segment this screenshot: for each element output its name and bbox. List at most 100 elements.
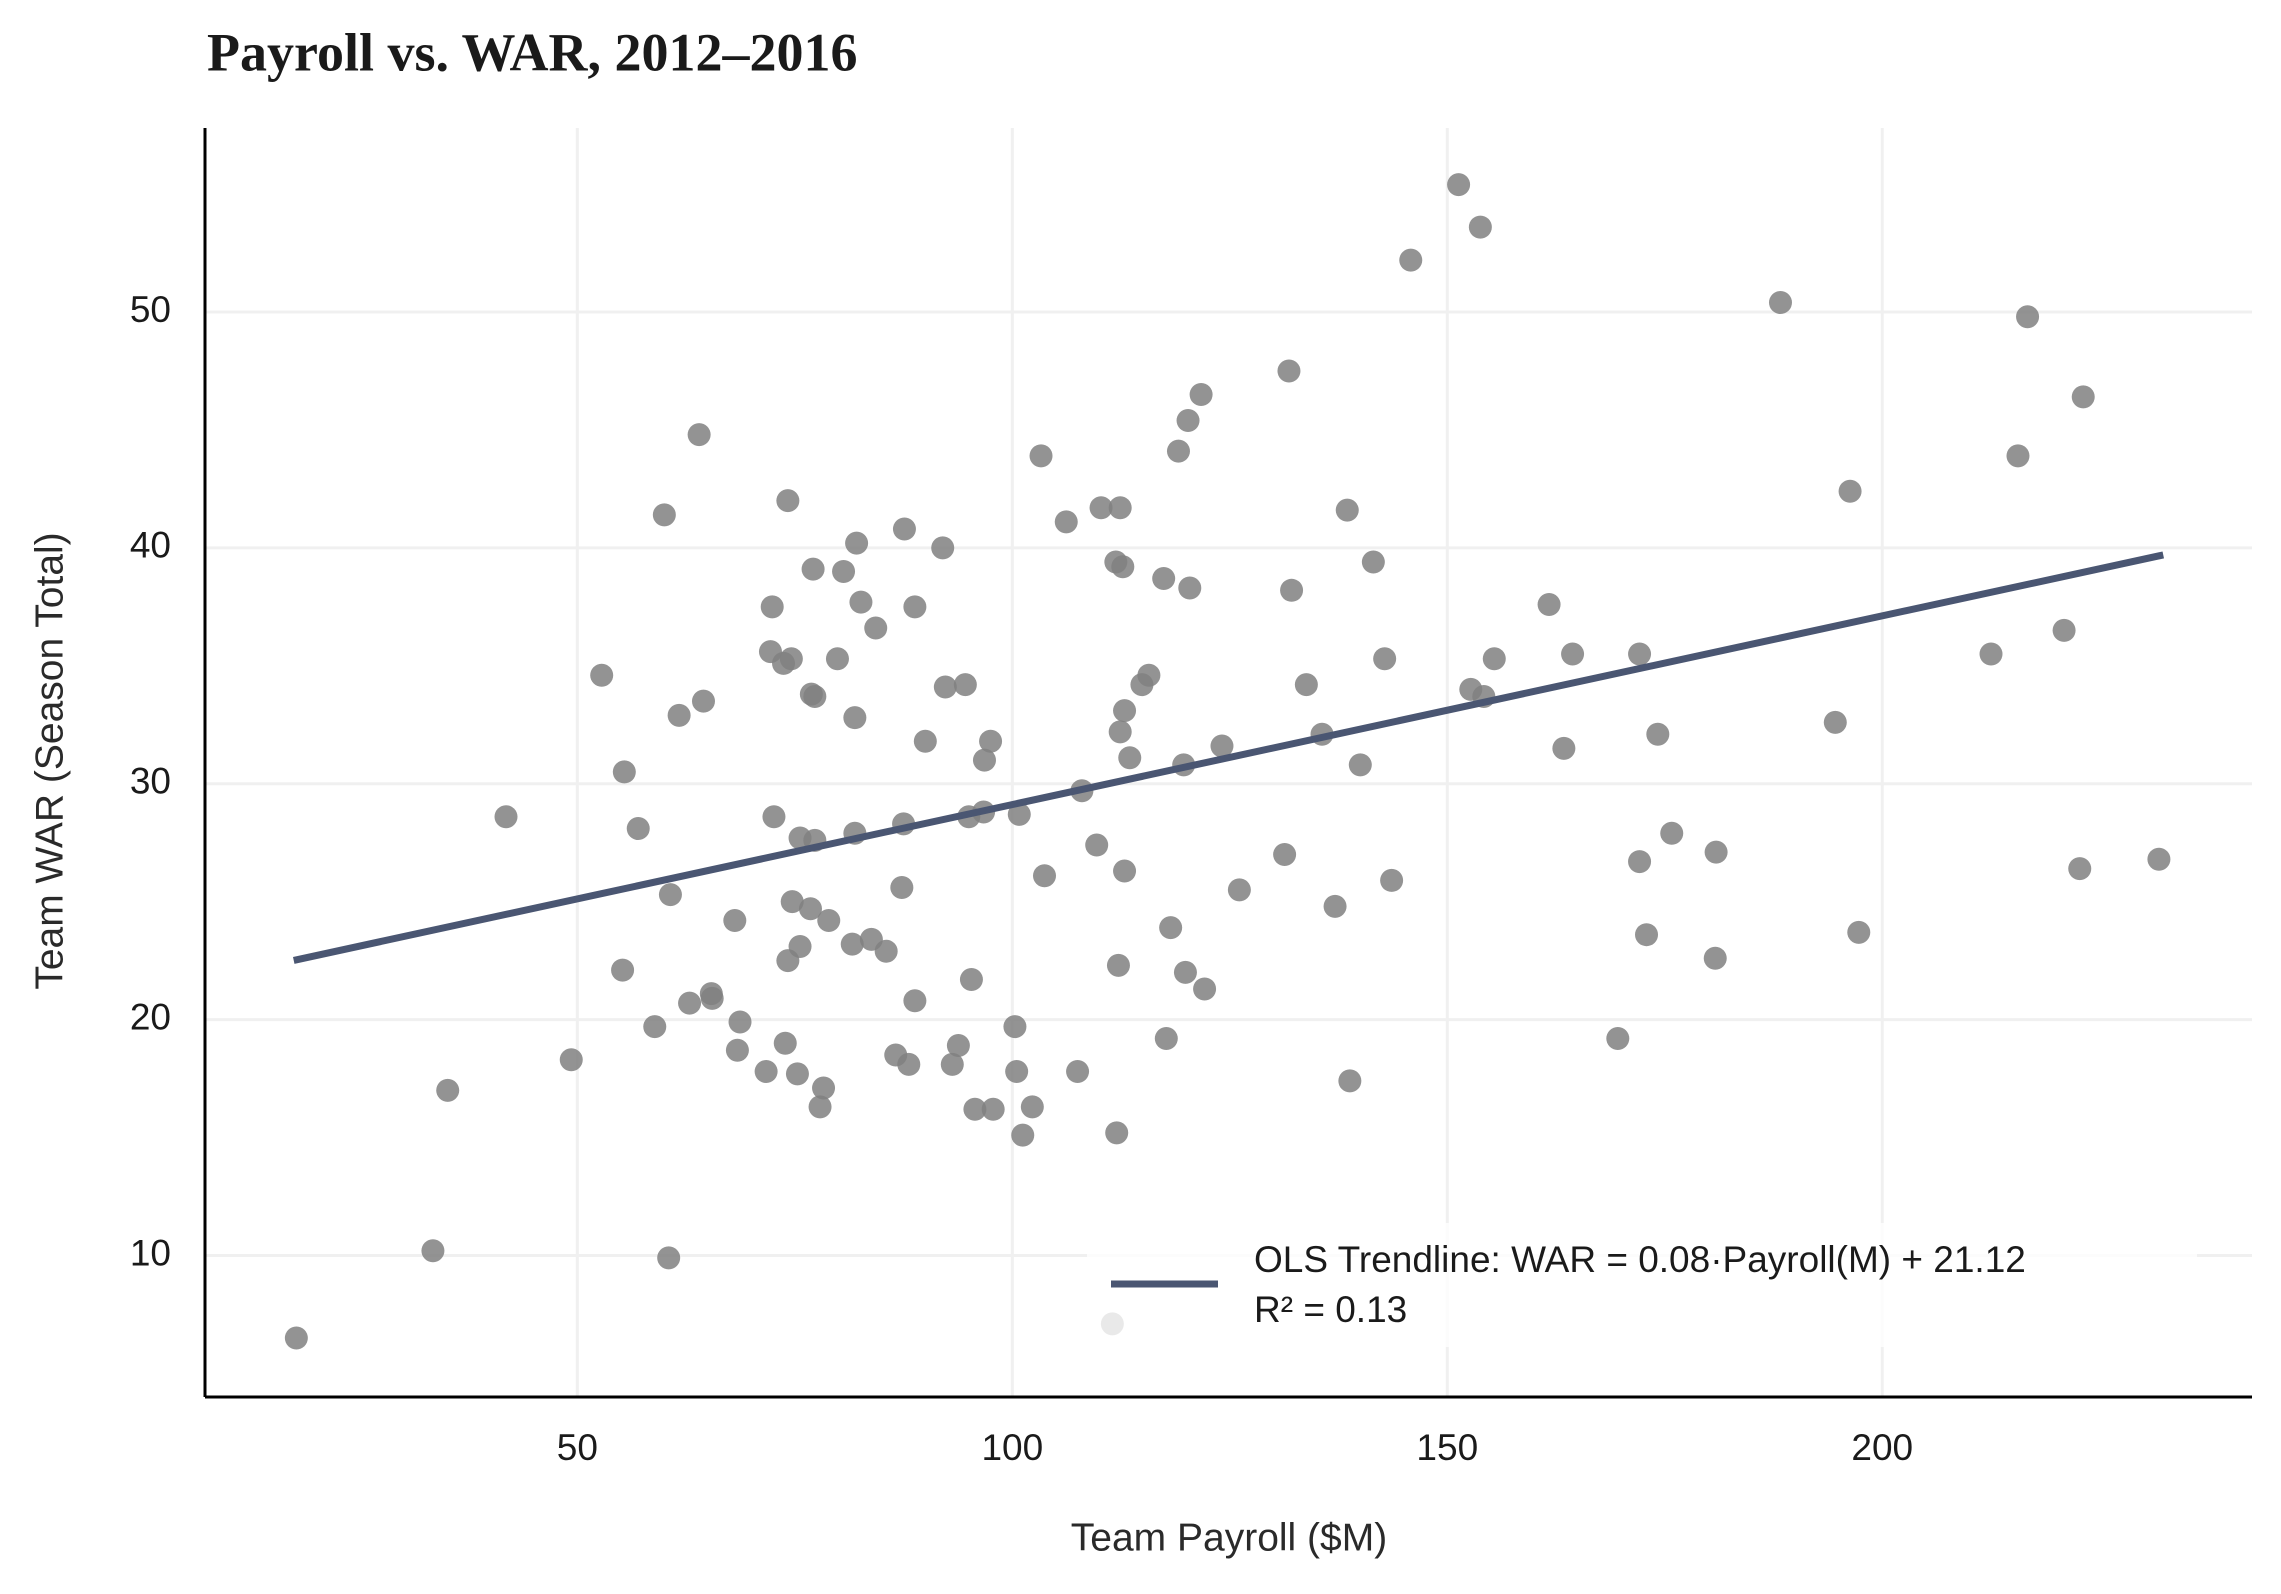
point [840,932,864,956]
point [1380,868,1404,892]
x-tick-label: 200 [1851,1427,1913,1468]
point [1447,173,1471,197]
point [1005,1059,1029,1083]
legend-box [1087,1223,2197,1347]
point [1173,960,1197,984]
point [2016,305,2040,329]
point [913,729,937,753]
point [590,663,614,687]
point [1085,833,1109,857]
y-tick-label: 40 [130,525,171,566]
point [762,805,786,829]
point [1176,408,1200,432]
point [780,890,804,914]
point [1003,1015,1027,1039]
point [611,958,635,982]
point [754,1059,778,1083]
point [1635,923,1659,947]
point [1338,1069,1362,1093]
y-tick-label: 30 [130,761,171,802]
point [1660,821,1684,845]
point [1373,647,1397,671]
y-tick-label: 10 [130,1232,171,1273]
point [959,968,983,992]
point [1193,977,1217,1001]
point [1273,842,1297,866]
point [700,986,724,1010]
point [1066,1059,1090,1083]
point [832,559,856,583]
point [657,1246,681,1270]
point [1178,576,1202,600]
x-axis-title: Team Payroll ($M) [1071,1516,1387,1559]
point [1482,647,1506,671]
point [803,684,827,708]
point [1979,642,2003,666]
point [1847,920,1871,944]
point [903,989,927,1013]
point [2147,847,2171,871]
point [1768,291,1792,315]
point [903,595,927,619]
point [788,934,812,958]
point [678,991,702,1015]
point [728,1010,752,1034]
point [874,939,898,963]
point [892,517,916,541]
point [808,1095,832,1119]
point [1335,498,1359,522]
point [946,1034,970,1058]
point [779,647,803,671]
point [760,595,784,619]
point [723,909,747,933]
point [1054,510,1078,534]
point [1823,710,1847,734]
point [981,1097,1005,1121]
point [643,1015,667,1039]
point [1029,444,1053,468]
point [890,876,914,900]
y-axis-title: Team WAR (Season Total) [28,532,71,989]
point [652,503,676,527]
point [1152,567,1176,591]
x-tick-label: 150 [1416,1427,1478,1468]
x-tick-label: 100 [981,1427,1043,1468]
point [725,1038,749,1062]
point [931,536,955,560]
point [1561,642,1585,666]
point [798,897,822,921]
point [1348,753,1372,777]
point [1118,746,1142,770]
point [1537,592,1561,616]
legend-label: OLS Trendline: WAR = 0.08·Payroll(M) + 2… [1254,1239,2026,1280]
point [436,1078,460,1102]
point [972,748,996,772]
point [897,1052,921,1076]
point [1089,496,1113,520]
y-tick-label: 50 [130,289,171,330]
point [1703,946,1727,970]
point [1159,916,1183,940]
point [953,673,977,697]
point [2071,385,2095,409]
point [1468,215,1492,239]
point [284,1326,308,1350]
point [1154,1026,1178,1050]
point [1011,1123,1035,1147]
point [1399,248,1423,272]
point [1361,550,1385,574]
point [1166,439,1190,463]
chart-title: Payroll vs. WAR, 2012–2016 [207,22,858,82]
point [1628,642,1652,666]
point [940,1052,964,1076]
point [612,760,636,784]
point [1113,859,1137,883]
point [2068,857,2092,881]
point [1323,894,1347,918]
point [687,423,711,447]
point [963,1097,987,1121]
point [825,647,849,671]
point [626,817,650,841]
point [1007,802,1031,826]
